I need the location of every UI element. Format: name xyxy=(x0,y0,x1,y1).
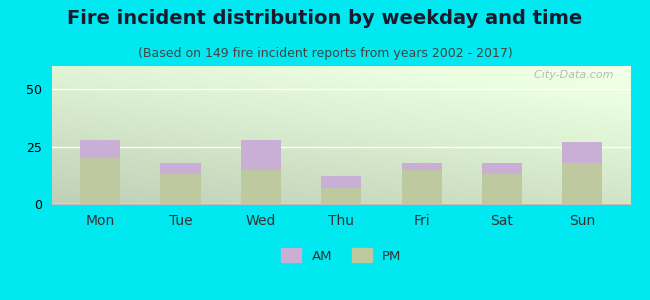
Bar xyxy=(321,176,361,188)
Bar xyxy=(321,188,361,204)
Text: (Based on 149 fire incident reports from years 2002 - 2017): (Based on 149 fire incident reports from… xyxy=(138,46,512,59)
Bar xyxy=(80,140,120,158)
Bar xyxy=(562,142,603,163)
Bar xyxy=(161,163,201,174)
Bar xyxy=(80,158,120,204)
Legend: AM, PM: AM, PM xyxy=(274,242,408,269)
Bar xyxy=(402,163,442,170)
Bar xyxy=(482,163,522,174)
Bar xyxy=(240,169,281,204)
Bar xyxy=(562,163,603,204)
Bar xyxy=(240,140,281,169)
Bar xyxy=(482,174,522,204)
Text: Fire incident distribution by weekday and time: Fire incident distribution by weekday an… xyxy=(68,9,582,28)
Bar xyxy=(402,169,442,204)
Bar xyxy=(161,174,201,204)
Text: City-Data.com: City-Data.com xyxy=(526,70,613,80)
